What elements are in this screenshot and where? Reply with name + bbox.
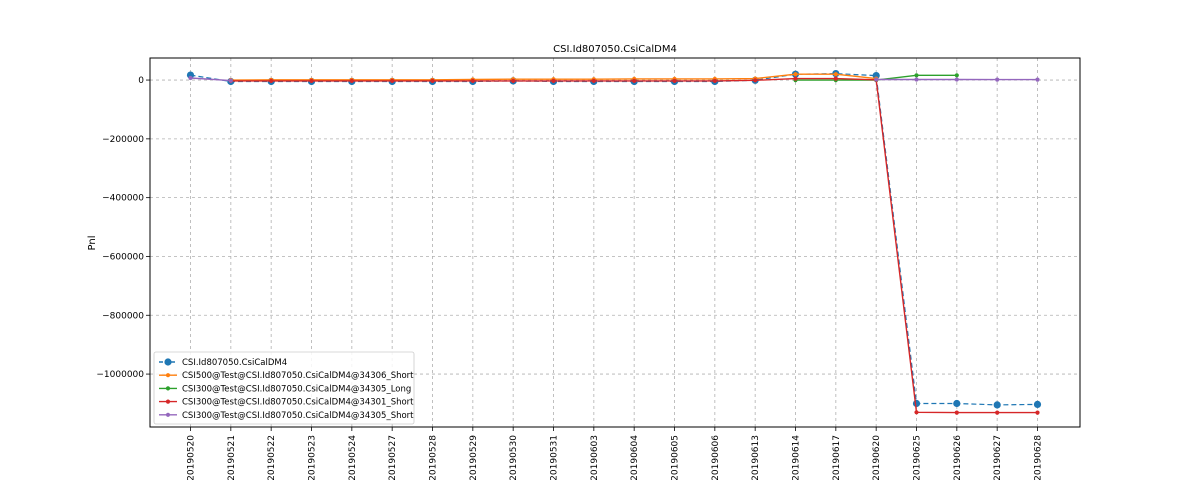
y-tick-label: −800000 <box>102 311 144 321</box>
data-point <box>833 76 838 81</box>
data-point <box>269 78 274 83</box>
data-point <box>309 78 314 83</box>
data-point <box>186 71 195 79</box>
data-point <box>672 78 677 83</box>
data-point <box>430 78 435 83</box>
data-point <box>632 78 637 83</box>
data-point <box>470 78 475 83</box>
data-point <box>511 78 516 83</box>
x-tick-label: 20190523 <box>308 435 318 480</box>
x-tick-label: 20190625 <box>913 435 923 480</box>
y-tick-label: −400000 <box>102 194 144 204</box>
data-point <box>914 77 919 82</box>
data-point <box>188 75 193 81</box>
data-point <box>591 78 596 83</box>
x-tick-label: 20190605 <box>671 435 681 480</box>
data-point <box>1035 410 1040 415</box>
legend-label: CSI.Id807050.CsiCalDM4 <box>182 358 287 368</box>
data-point <box>914 73 919 78</box>
legend-label: CSI300@Test@CSI.Id807050.CsiCalDM4@34305… <box>182 384 411 394</box>
y-tick-label: −1000000 <box>96 370 144 380</box>
x-tick-label: 20190524 <box>348 435 358 480</box>
plot-frame <box>149 57 1081 428</box>
grid <box>150 58 1080 427</box>
x-tick-label: 20190530 <box>509 435 519 480</box>
data-point <box>954 77 959 82</box>
x-tick-label: 20190529 <box>469 435 479 480</box>
data-point <box>551 78 556 83</box>
x-tick-label: 20190527 <box>388 435 398 480</box>
x-tick-label: 20190604 <box>630 435 640 480</box>
data-point <box>1033 400 1042 408</box>
chart-title: CSI.Id807050.CsiCalDM4 <box>553 44 677 55</box>
data-point <box>914 410 919 415</box>
data-point <box>793 76 798 81</box>
data-point <box>712 78 717 83</box>
axes: 20190520 20190521 20190522 20190523 20190524… <box>96 76 1043 480</box>
legend-swatch-marker <box>165 399 171 404</box>
x-tick-label: 20190626 <box>953 435 963 480</box>
x-tick-label: 20190528 <box>429 435 439 480</box>
legend-label: CSI500@Test@CSI.Id807050.CsiCalDM4@34306… <box>182 371 414 381</box>
legend-swatch-marker <box>165 373 171 378</box>
legend-box <box>153 351 415 425</box>
data-point <box>793 72 798 77</box>
legend-label: CSI300@Test@CSI.Id807050.CsiCalDM4@34305… <box>182 411 414 421</box>
series-group <box>188 75 1040 83</box>
data-point <box>995 77 1000 82</box>
y-tick-label: 0 <box>138 76 144 86</box>
x-tick-label: 20190521 <box>227 435 237 480</box>
data-point <box>753 78 758 83</box>
x-tick-label: 20190531 <box>550 435 560 480</box>
data-point <box>954 73 959 78</box>
data-point <box>833 72 838 77</box>
data-point <box>995 410 1000 415</box>
y-tick-label: −200000 <box>102 135 144 145</box>
series-line <box>190 77 231 82</box>
x-tick-label: 20190520 <box>187 435 197 480</box>
data-point <box>954 410 959 415</box>
data-point <box>349 78 354 83</box>
data-point <box>390 78 395 83</box>
x-tick-label: 20190603 <box>590 435 600 480</box>
x-tick-label: 20190614 <box>792 435 802 480</box>
data-point <box>1035 77 1040 82</box>
y-tick-label: −600000 <box>102 252 144 262</box>
legend: CSI.Id807050.CsiCalDM4 CSI500@Test@CSI.Id… <box>153 351 415 425</box>
data-point <box>874 77 879 82</box>
data-point <box>912 399 921 408</box>
x-tick-label: 20190617 <box>832 435 842 480</box>
legend-swatch-marker <box>165 412 171 417</box>
x-tick-label: 20190613 <box>751 435 761 480</box>
x-tick-label: 20190628 <box>1034 435 1044 480</box>
data-point <box>872 72 880 80</box>
x-tick-label: 20190522 <box>267 435 277 480</box>
x-tick-label: 20190620 <box>872 435 882 480</box>
y-axis-label: Pnl <box>87 236 98 251</box>
data-point <box>953 399 961 408</box>
series-lines <box>186 70 1042 415</box>
legend-label: CSI300@Test@CSI.Id807050.CsiCalDM4@34301… <box>182 398 414 408</box>
data-point <box>993 401 1001 409</box>
x-tick-label: 20190606 <box>711 435 721 480</box>
legend-swatch-marker <box>165 386 171 391</box>
data-point <box>228 78 233 83</box>
legend-swatch-marker <box>164 358 172 366</box>
x-tick-label: 20190627 <box>993 435 1003 480</box>
